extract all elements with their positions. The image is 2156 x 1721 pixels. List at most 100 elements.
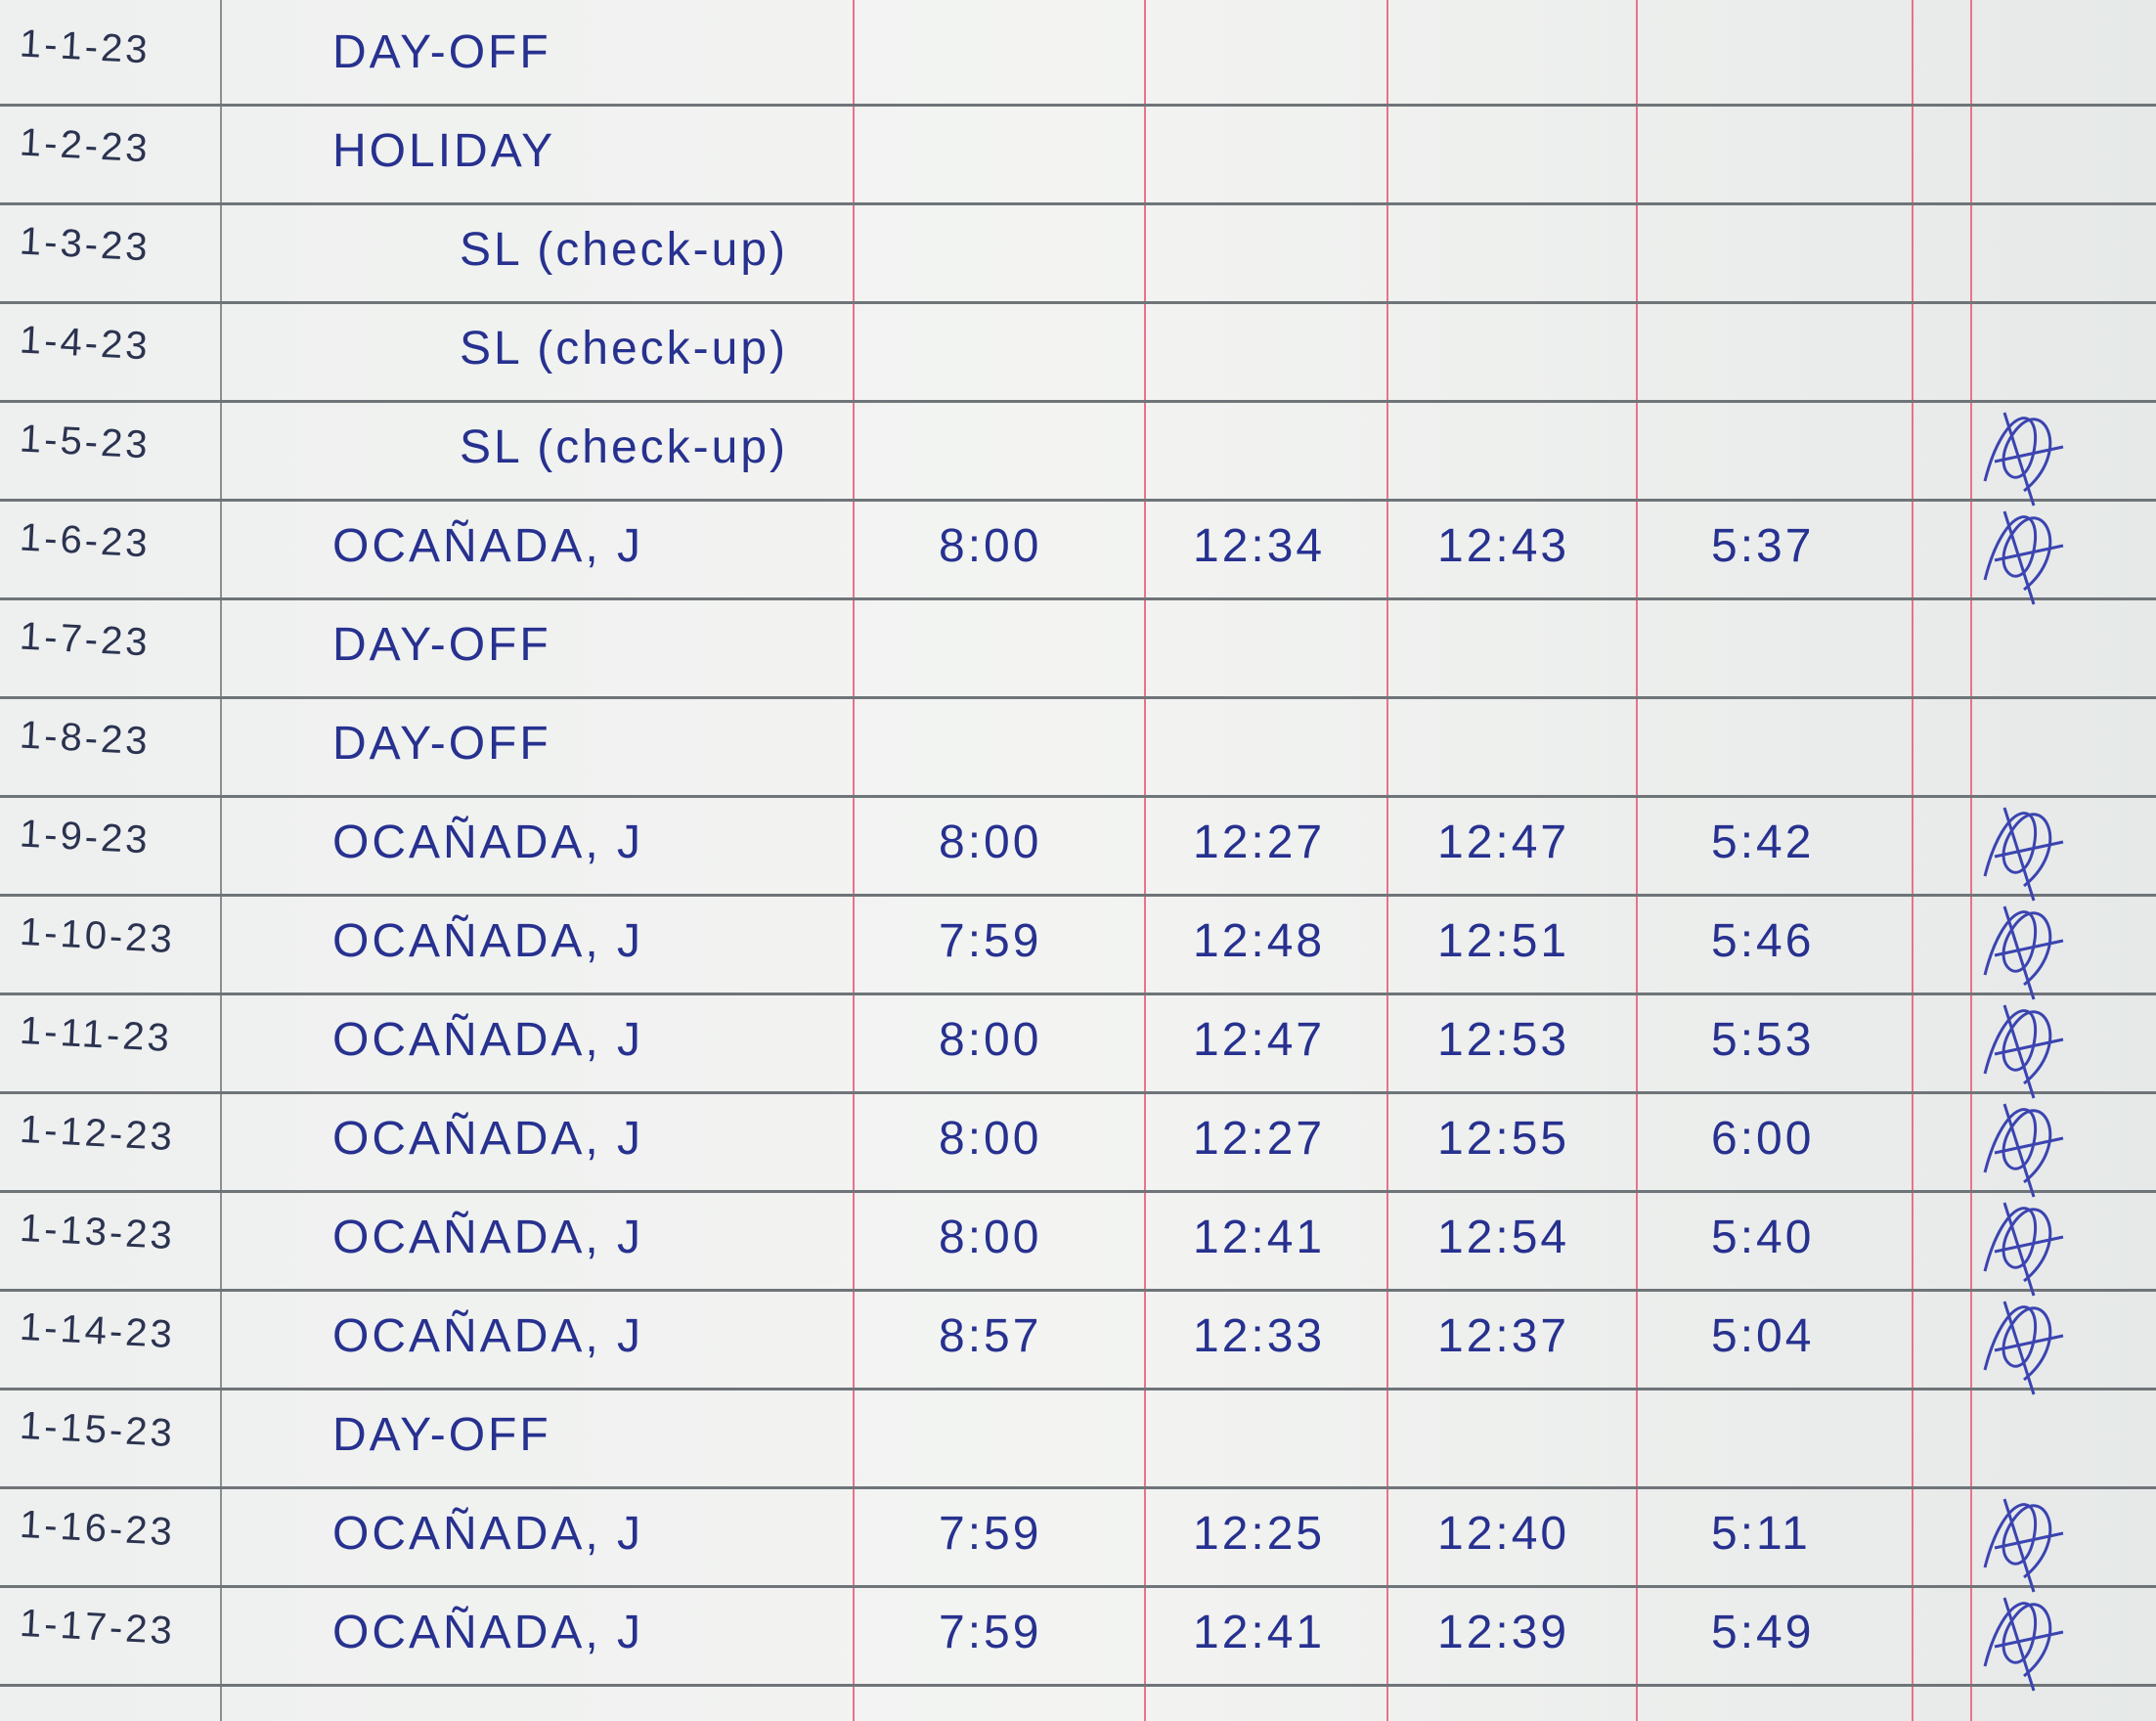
margin-line [1970, 0, 1972, 1721]
signature-icon [1983, 1202, 2064, 1297]
margin-line [1912, 0, 1914, 1721]
margin-line [1144, 0, 1146, 1721]
entry-cell: OCAÑADA, J [332, 1310, 644, 1362]
time-out-pm-cell: 5:42 [1711, 816, 1815, 868]
date-cell: 1-12-23 [18, 1107, 176, 1160]
log-row: 1-6-23 OCAÑADA, J 8:00 12:34 12:43 5:37 [0, 502, 2156, 605]
date-cell: 1-11-23 [18, 1008, 173, 1061]
time-in-pm-cell: 12:53 [1437, 1014, 1570, 1066]
log-row: 1-11-23 OCAÑADA, J 8:00 12:47 12:53 5:53 [0, 995, 2156, 1099]
time-out-pm-cell: 5:37 [1711, 520, 1815, 572]
log-row: 1-1-23 DAY-OFF [0, 8, 2156, 107]
date-cell: 1-15-23 [18, 1403, 176, 1456]
time-out-am-cell: 12:41 [1193, 1607, 1326, 1658]
signature-icon [1983, 1301, 2064, 1395]
entry-cell: DAY-OFF [332, 1409, 551, 1461]
signature-icon [1983, 412, 2064, 507]
time-out-pm-cell: 5:49 [1711, 1607, 1815, 1658]
signature-icon [1983, 1597, 2064, 1692]
log-row: 1-8-23 DAY-OFF [0, 699, 2156, 798]
time-in-pm-cell: 12:51 [1437, 915, 1570, 967]
time-in-am-cell: 8:57 [939, 1310, 1042, 1362]
date-cell: 1-16-23 [18, 1502, 176, 1555]
log-row: 1-14-23 OCAÑADA, J 8:57 12:33 12:37 5:04 [0, 1292, 2156, 1395]
time-out-pm-cell: 5:04 [1711, 1310, 1815, 1362]
signature-icon [1983, 905, 2064, 1000]
log-row: 1-13-23 OCAÑADA, J 8:00 12:41 12:54 5:40 [0, 1193, 2156, 1297]
entry-cell: OCAÑADA, J [332, 1212, 644, 1263]
margin-line [853, 0, 855, 1721]
date-cell: 1-7-23 [18, 614, 152, 665]
date-cell: 1-8-23 [18, 713, 152, 764]
time-out-pm-cell: 5:11 [1711, 1508, 1811, 1560]
entry-cell: SL (check-up) [460, 421, 788, 473]
time-out-am-cell: 12:33 [1193, 1310, 1326, 1362]
date-cell: 1-13-23 [18, 1206, 176, 1258]
date-cell: 1-6-23 [18, 515, 152, 566]
entry-cell: DAY-OFF [332, 718, 551, 770]
date-cell: 1-10-23 [18, 909, 176, 962]
date-cell: 1-4-23 [18, 318, 152, 369]
entry-cell: OCAÑADA, J [332, 1014, 644, 1066]
entry-cell: OCAÑADA, J [332, 520, 644, 572]
signature-icon [1983, 807, 2064, 902]
date-cell: 1-3-23 [18, 219, 152, 270]
log-row: 1-7-23 DAY-OFF [0, 600, 2156, 699]
time-in-am-cell: 8:00 [939, 816, 1042, 868]
time-in-am-cell: 8:00 [939, 1212, 1042, 1263]
entry-cell: OCAÑADA, J [332, 816, 644, 868]
time-out-am-cell: 12:47 [1193, 1014, 1326, 1066]
time-out-am-cell: 12:27 [1193, 1113, 1326, 1165]
signature-icon [1983, 1498, 2064, 1593]
signature-icon [1983, 510, 2064, 605]
time-out-am-cell: 12:25 [1193, 1508, 1326, 1560]
time-out-am-cell: 12:41 [1193, 1212, 1326, 1263]
time-out-pm-cell: 5:40 [1711, 1212, 1815, 1263]
time-in-am-cell: 7:59 [939, 1508, 1042, 1560]
time-in-pm-cell: 12:54 [1437, 1212, 1570, 1263]
time-in-pm-cell: 12:47 [1437, 816, 1570, 868]
date-cell: 1-9-23 [18, 812, 152, 862]
log-row: 1-15-23 DAY-OFF [0, 1390, 2156, 1489]
log-row: 1-2-23 HOLIDAY [0, 107, 2156, 205]
time-in-am-cell: 8:00 [939, 1113, 1042, 1165]
log-row: 1-12-23 OCAÑADA, J 8:00 12:27 12:55 6:00 [0, 1094, 2156, 1198]
signature-icon [1983, 1004, 2064, 1099]
date-cell: 1-2-23 [18, 120, 152, 171]
date-cell: 1-17-23 [18, 1601, 176, 1654]
log-row: 1-4-23 SL (check-up) [0, 304, 2156, 403]
log-row: 1-5-23 SL (check-up) [0, 403, 2156, 507]
time-out-am-cell: 12:34 [1193, 520, 1326, 572]
time-out-pm-cell: 6:00 [1711, 1113, 1815, 1165]
time-in-am-cell: 8:00 [939, 1014, 1042, 1066]
time-in-pm-cell: 12:37 [1437, 1310, 1570, 1362]
entry-cell: OCAÑADA, J [332, 1607, 644, 1658]
time-in-pm-cell: 12:43 [1437, 520, 1570, 572]
log-row: 1-3-23 SL (check-up) [0, 205, 2156, 304]
entry-cell: DAY-OFF [332, 619, 551, 671]
signature-icon [1983, 1103, 2064, 1198]
date-cell: 1-14-23 [18, 1304, 176, 1357]
time-out-am-cell: 12:27 [1193, 816, 1326, 868]
margin-line [1386, 0, 1388, 1721]
time-in-pm-cell: 12:55 [1437, 1113, 1570, 1165]
time-in-am-cell: 7:59 [939, 915, 1042, 967]
entry-cell: SL (check-up) [460, 323, 788, 375]
entry-cell: DAY-OFF [332, 26, 551, 78]
time-in-pm-cell: 12:40 [1437, 1508, 1570, 1560]
entry-cell: OCAÑADA, J [332, 1508, 644, 1560]
time-in-am-cell: 7:59 [939, 1607, 1042, 1658]
date-column-divider [220, 0, 222, 1721]
time-in-am-cell: 8:00 [939, 520, 1042, 572]
time-out-pm-cell: 5:46 [1711, 915, 1815, 967]
entry-cell: HOLIDAY [332, 125, 556, 177]
log-row: 1-10-23 OCAÑADA, J 7:59 12:48 12:51 5:46 [0, 897, 2156, 1000]
date-cell: 1-5-23 [18, 417, 152, 467]
entry-cell: SL (check-up) [460, 224, 788, 276]
time-out-pm-cell: 5:53 [1711, 1014, 1815, 1066]
date-cell: 1-1-23 [18, 22, 152, 72]
log-row: 1-9-23 OCAÑADA, J 8:00 12:27 12:47 5:42 [0, 798, 2156, 902]
entry-cell: OCAÑADA, J [332, 1113, 644, 1165]
log-row: 1-17-23 OCAÑADA, J 7:59 12:41 12:39 5:49 [0, 1588, 2156, 1692]
